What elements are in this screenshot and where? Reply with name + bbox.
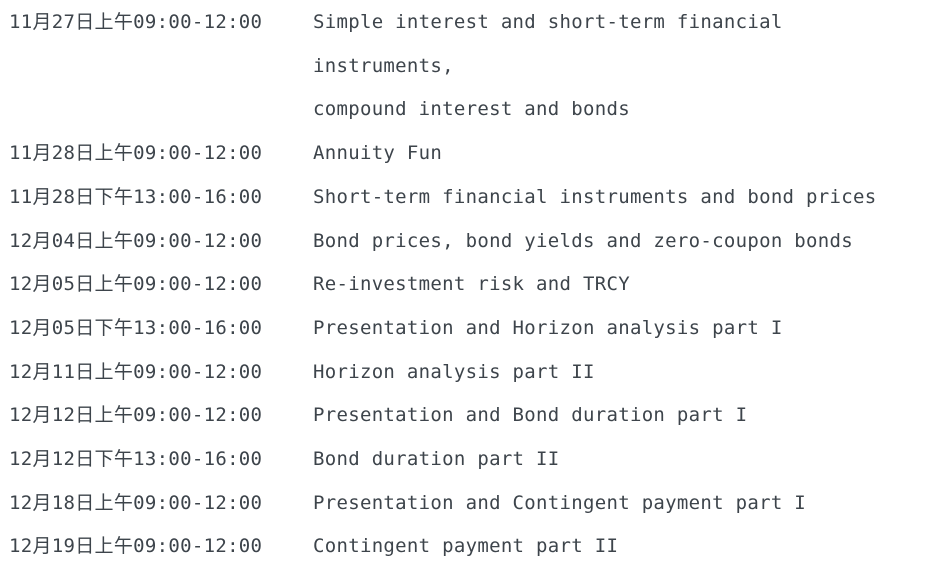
session-topic: Contingent payment part II — [313, 535, 619, 558]
session-date: 12月12日下午13:00-16:00 — [9, 448, 263, 471]
schedule-row: 11月27日上午09:00-12:00 Simple interest and … — [9, 1, 931, 132]
schedule-row: 12月05日上午09:00-12:00 Re-investment risk a… — [9, 263, 931, 307]
session-topic: Simple interest and short-term financial… — [313, 11, 783, 121]
session-date: 12月05日上午09:00-12:00 — [9, 273, 263, 296]
session-topic: Presentation and Bond duration part I — [313, 404, 748, 427]
session-topic: Presentation and Contingent payment part… — [313, 491, 807, 514]
schedule-row: 12月19日上午09:00-12:00 Contingent payment p… — [9, 525, 931, 569]
session-topic: Re-investment risk and TRCY — [313, 273, 630, 296]
session-date: 12月04日上午09:00-12:00 — [9, 229, 263, 252]
schedule-row: 11月28日上午09:00-12:00 Annuity Fun — [9, 132, 931, 176]
session-date: 11月27日上午09:00-12:00 — [9, 11, 263, 33]
schedule-row: 12月12日上午09:00-12:00 Presentation and Bon… — [9, 394, 931, 438]
session-topic: Bond duration part II — [313, 448, 560, 471]
session-date: 12月12日上午09:00-12:00 — [9, 404, 263, 427]
schedule-row: 12月04日上午09:00-12:00 Bond prices, bond yi… — [9, 220, 931, 264]
session-topic: Short-term financial instruments and bon… — [313, 185, 877, 208]
session-topic: Presentation and Horizon analysis part I — [313, 316, 783, 339]
schedule-row: 11月28日下午13:00-16:00 Short-term financial… — [9, 176, 931, 220]
session-topic: Annuity Fun — [313, 142, 443, 165]
session-date: 11月28日上午09:00-12:00 — [9, 142, 263, 165]
schedule-row: 12月11日上午09:00-12:00 Horizon analysis par… — [9, 351, 931, 395]
schedule-row: 12月12日下午13:00-16:00 Bond duration part I… — [9, 438, 931, 482]
session-date: 11月28日下午13:00-16:00 — [9, 185, 263, 208]
schedule-row: 12月05日下午13:00-16:00 Presentation and Hor… — [9, 307, 931, 351]
session-date: 12月18日上午09:00-12:00 — [9, 491, 263, 514]
session-date: 12月05日下午13:00-16:00 — [9, 316, 263, 339]
session-date: 12月19日上午09:00-12:00 — [9, 535, 263, 558]
session-topic: Bond prices, bond yields and zero-coupon… — [313, 229, 853, 252]
schedule-row: 12月18日上午09:00-12:00 Presentation and Con… — [9, 482, 931, 526]
session-topic: Horizon analysis part II — [313, 360, 595, 383]
session-date: 12月11日上午09:00-12:00 — [9, 360, 263, 383]
